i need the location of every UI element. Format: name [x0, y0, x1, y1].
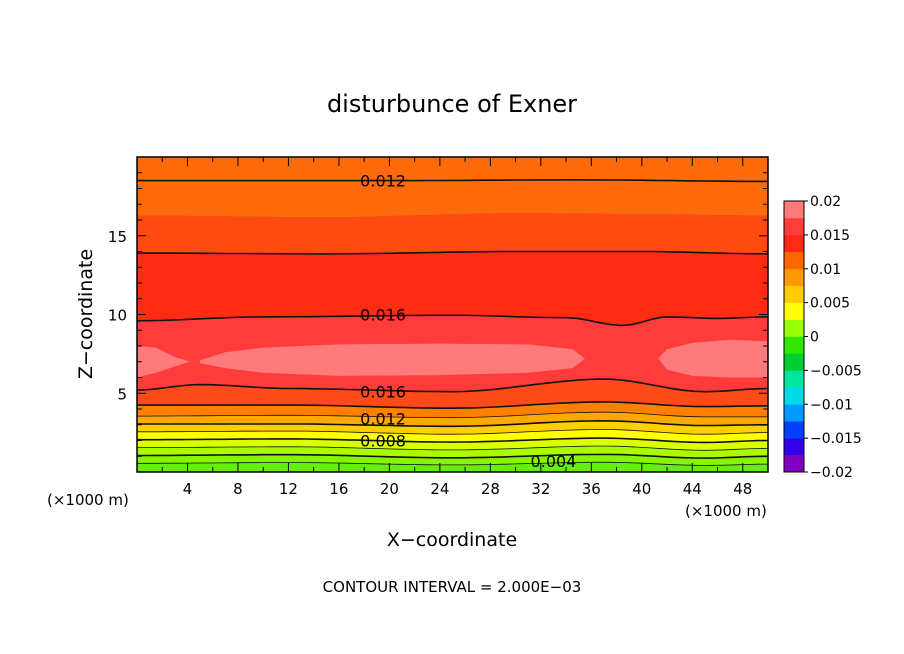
colorbar-swatch	[784, 387, 804, 405]
fill-band	[137, 438, 768, 451]
fill-band	[137, 157, 768, 182]
contour-line	[137, 378, 768, 393]
x-axis-unit-left: (×1000 m)	[47, 491, 129, 509]
contour-fill-bands	[137, 157, 768, 472]
colorbar-swatch	[784, 319, 804, 337]
plot-area	[137, 157, 768, 472]
contour-line	[137, 419, 768, 428]
contour-line	[137, 250, 768, 255]
colorbar-label: 0.015	[810, 228, 850, 244]
colorbar-label: −0.02	[810, 465, 853, 481]
x-axis-unit-right: (×1000 m)	[685, 502, 767, 520]
x-axis-label: X−coordinate	[387, 529, 517, 551]
y-tick-label: 10	[108, 307, 127, 325]
x-tick-label: 12	[279, 480, 298, 498]
contour-line	[137, 411, 768, 419]
x-tick-label: 32	[531, 480, 550, 498]
colorbar-swatch	[784, 201, 804, 219]
x-tick-label: 16	[329, 480, 348, 498]
x-tick-label: 20	[380, 480, 399, 498]
y-axis-ticks: 5 10 15	[108, 172, 768, 457]
colorbar-swatch	[784, 268, 804, 286]
contour-labels: 0.012 0.016 0.016 0.012 0.008 0.004	[360, 172, 577, 471]
colorbar-swatch	[784, 336, 804, 354]
colorbar-label: −0.015	[810, 431, 862, 447]
x-tick-label: 8	[233, 480, 243, 498]
colorbar-label: −0.01	[810, 397, 853, 413]
x-tick-label: 36	[582, 480, 601, 498]
fill-band	[137, 212, 768, 254]
contour-line	[137, 429, 768, 435]
colorbar-swatch	[784, 251, 804, 270]
x-tick-label: 4	[183, 480, 193, 498]
colorbar-swatch	[784, 370, 804, 388]
contour-lines	[137, 179, 768, 466]
contour-label: 0.008	[360, 432, 406, 451]
contour-line	[137, 453, 768, 459]
colorbar-label: −0.005	[810, 363, 862, 379]
fill-band	[137, 454, 768, 466]
fill-band-max-left	[137, 346, 190, 378]
colorbar: 0.02 0.015 0.01 0.005 0 −0.005 −0.01 −0.015 −0.0…	[783, 194, 862, 481]
colorbar-swatch	[784, 404, 804, 422]
y-tick-label: 15	[108, 228, 127, 246]
colorbar-swatch	[784, 353, 804, 371]
contour-label: 0.016	[360, 383, 406, 402]
x-axis-ticks: 4 8 12 16 20 24 28 32 36 40 44 48	[161, 157, 752, 498]
chart-title: disturbunce of Exner	[327, 90, 577, 118]
contour-line	[137, 179, 768, 183]
contour-line	[137, 401, 768, 410]
contour-label: 0.004	[531, 452, 577, 471]
x-tick-label: 44	[683, 480, 702, 498]
x-tick-label: 40	[632, 480, 651, 498]
contour-interval-note: CONTOUR INTERVAL = 2.000E−03	[323, 578, 582, 596]
colorbar-swatch	[784, 302, 804, 320]
contour-line	[137, 437, 768, 444]
contour-label: 0.012	[360, 409, 406, 428]
contour-line	[137, 461, 768, 466]
fill-band-max-right	[658, 339, 768, 378]
colorbar-swatch	[784, 285, 804, 303]
fill-band	[137, 179, 768, 217]
fill-band	[137, 412, 768, 427]
fill-band	[137, 462, 768, 472]
colorbar-label: 0.005	[810, 296, 850, 312]
colorbar-swatch	[784, 421, 804, 439]
contour-label: 0.016	[360, 306, 406, 325]
fill-band-max-center	[200, 343, 585, 376]
x-tick-label: 48	[733, 480, 752, 498]
fill-band	[137, 446, 768, 459]
colorbar-swatch	[784, 234, 804, 253]
contour-line	[137, 445, 768, 451]
colorbar-swatch	[784, 217, 804, 236]
fill-band	[137, 429, 768, 443]
contour-label: 0.012	[360, 172, 406, 191]
colorbar-label: 0.01	[810, 262, 841, 278]
colorbar-label: 0	[810, 330, 819, 346]
y-tick-label: 5	[117, 385, 127, 403]
x-tick-label: 28	[481, 480, 500, 498]
fill-band	[137, 251, 768, 326]
y-axis-label: Z−coordinate	[75, 249, 97, 379]
colorbar-swatch	[784, 438, 804, 456]
fill-band	[137, 379, 768, 409]
colorbar-swatch	[784, 455, 804, 473]
x-tick-label: 24	[430, 480, 449, 498]
colorbar-label: 0.02	[810, 194, 841, 210]
contour-line	[137, 314, 768, 327]
